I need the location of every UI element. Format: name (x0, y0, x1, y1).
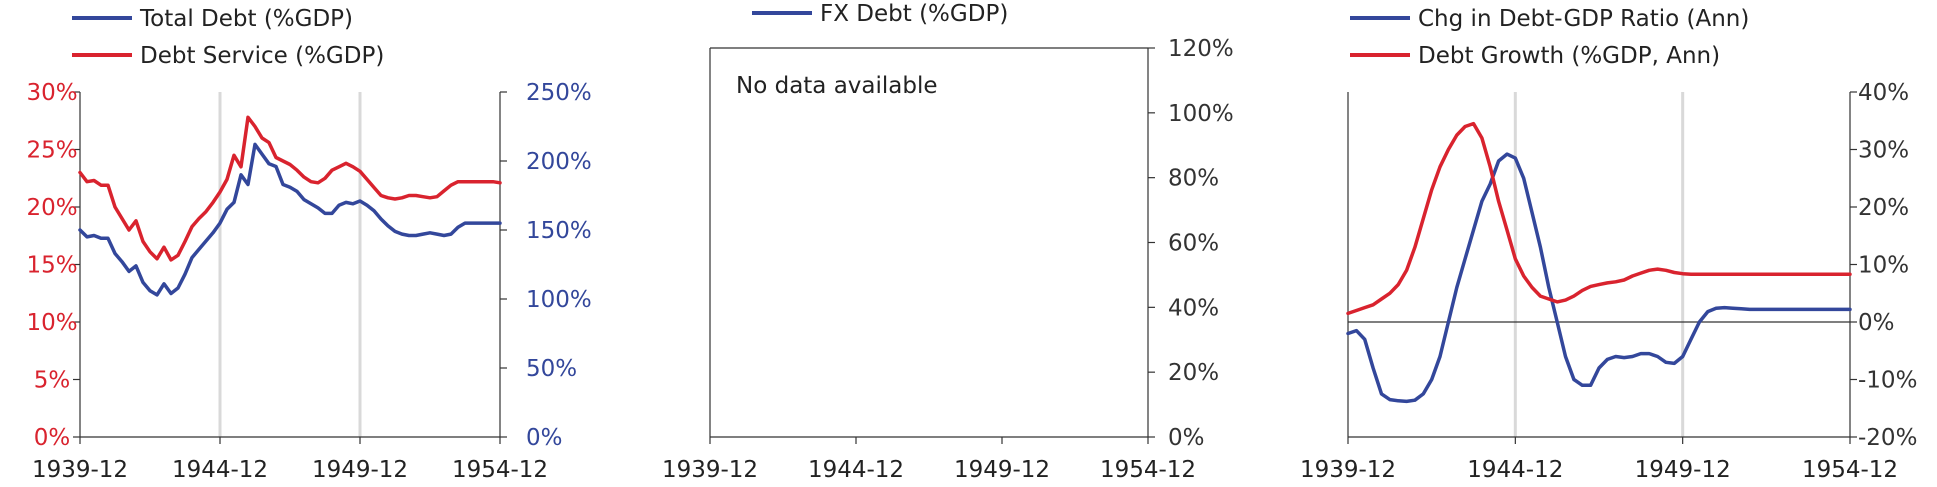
y-tick-label: 0% (1168, 425, 1205, 451)
legend-label: Debt Service (%GDP) (140, 43, 384, 69)
y-tick-label: 30% (26, 80, 77, 106)
y-tick-label: 20% (1858, 195, 1909, 221)
chart-1: 0% 5% 10% 15% 20% 25% 30% 0% 50% 100% 150% 200% 250%… (26, 6, 591, 483)
y-tick-label: 120% (1168, 36, 1234, 62)
y-tick-label: 250% (526, 80, 592, 106)
y-tick-label: -10% (1858, 368, 1917, 394)
x-tick-label: 1944-12 (808, 457, 904, 483)
y-tick-label: 0% (34, 425, 71, 451)
y-tick-label: 10% (1858, 253, 1909, 279)
series-line-1 (78, 142, 502, 297)
x-tick-label: 1954-12 (1802, 457, 1898, 483)
y-tick-label: 0% (526, 425, 563, 451)
y-tick-label: 5% (34, 368, 71, 394)
y-tick-label: 25% (26, 138, 77, 164)
y-tick-label: 100% (526, 287, 592, 313)
y-tick-label: 80% (1168, 166, 1219, 192)
series-line-2 (1346, 121, 1852, 316)
y-tick-label: 20% (26, 195, 77, 221)
y-tick-label: 100% (1168, 101, 1234, 127)
y-tick-label: 10% (26, 310, 77, 336)
x-tick-label: 1939-12 (1300, 457, 1396, 483)
legend-label: Chg in Debt-GDP Ratio (Ann) (1418, 6, 1749, 32)
x-tick-label: 1939-12 (32, 457, 128, 483)
y-tick-label: 20% (1168, 360, 1219, 386)
y-tick-label: 200% (526, 149, 592, 175)
chart-3: -20% -10% 0% 10% 20% 30% 40% 1939-12 1944-12 1949… (1300, 6, 1917, 483)
chart-2: 0% 20% 40% 60% 80% 100% 120% 1939-12 1944-12 1949… (662, 1, 1234, 483)
y-tick-label: -20% (1858, 425, 1917, 451)
series-line-2 (78, 115, 502, 262)
x-tick-label: 1949-12 (1635, 457, 1731, 483)
y-tick-label: 40% (1858, 80, 1909, 106)
x-tick-label: 1944-12 (172, 457, 268, 483)
y-tick-label: 150% (526, 218, 592, 244)
legend-label: FX Debt (%GDP) (820, 1, 1008, 27)
x-tick-label: 1949-12 (312, 457, 408, 483)
y-tick-label: 50% (526, 356, 577, 382)
x-tick-label: 1954-12 (452, 457, 548, 483)
series-line-1 (1346, 152, 1852, 404)
x-tick-label: 1954-12 (1100, 457, 1196, 483)
y-tick-label: 40% (1168, 295, 1219, 321)
legend-label: Total Debt (%GDP) (139, 6, 353, 32)
y-tick-label: 60% (1168, 231, 1219, 257)
y-tick-label: 15% (26, 253, 77, 279)
legend-label: Debt Growth (%GDP, Ann) (1418, 43, 1720, 69)
x-tick-label: 1939-12 (662, 457, 758, 483)
y-tick-label: 0% (1858, 310, 1895, 336)
no-data-annotation: No data available (736, 73, 938, 99)
x-tick-label: 1944-12 (1467, 457, 1563, 483)
x-tick-label: 1949-12 (954, 457, 1050, 483)
y-tick-label: 30% (1858, 138, 1909, 164)
